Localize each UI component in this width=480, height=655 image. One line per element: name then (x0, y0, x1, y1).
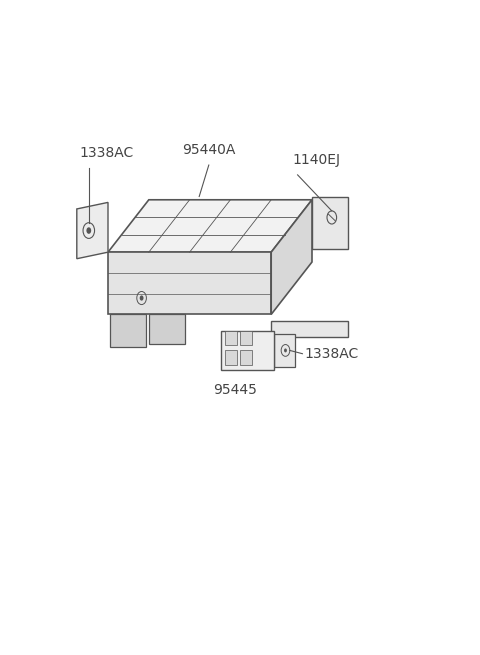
Circle shape (86, 227, 91, 234)
Polygon shape (108, 200, 312, 252)
Text: 1338AC: 1338AC (79, 147, 133, 160)
Polygon shape (110, 314, 146, 347)
Polygon shape (274, 334, 295, 367)
Text: 95445: 95445 (213, 383, 257, 397)
Polygon shape (271, 200, 312, 314)
Polygon shape (240, 350, 252, 365)
Circle shape (140, 295, 144, 301)
Polygon shape (77, 202, 108, 259)
Polygon shape (312, 196, 348, 249)
Polygon shape (149, 314, 185, 344)
Polygon shape (108, 252, 271, 314)
Polygon shape (221, 331, 274, 370)
Text: 1140EJ: 1140EJ (293, 153, 341, 167)
Text: 95440A: 95440A (182, 143, 236, 157)
Polygon shape (225, 331, 237, 345)
Text: 1338AC: 1338AC (305, 346, 359, 361)
Polygon shape (240, 331, 252, 345)
Polygon shape (225, 350, 237, 365)
Circle shape (284, 348, 287, 352)
Polygon shape (271, 321, 348, 337)
